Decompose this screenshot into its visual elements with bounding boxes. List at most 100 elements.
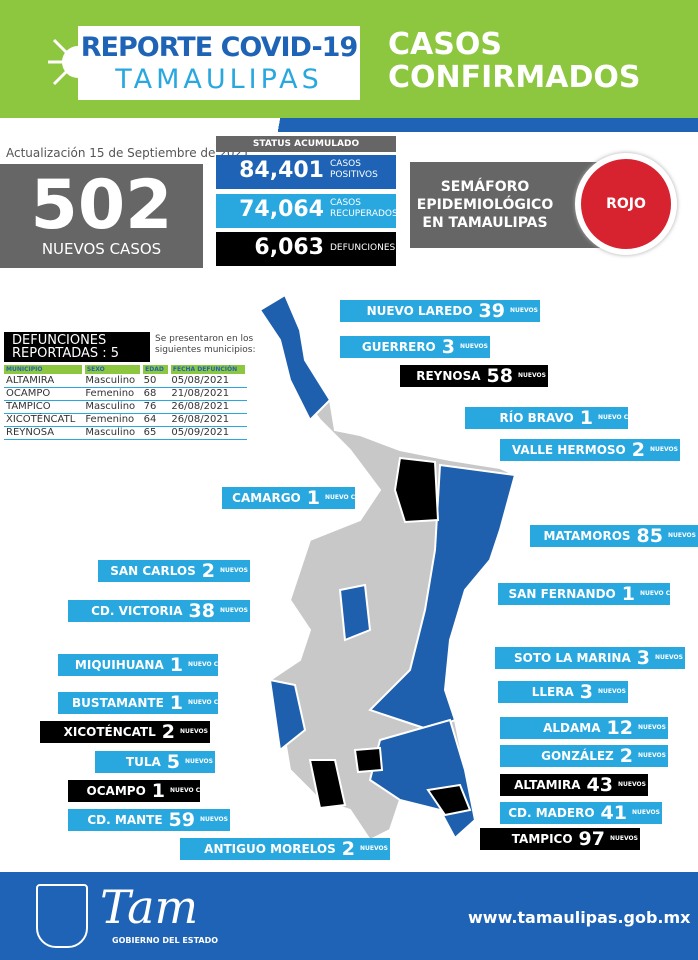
municipality-label: SAN CARLOS 2 NUEVOS CASOS — [98, 560, 273, 582]
map-region-xicotencatl — [353, 746, 384, 774]
table-cell: 26/08/2021 — [169, 413, 247, 427]
municipality-label: MATAMOROS 85 NUEVOS CASOS — [530, 525, 698, 547]
municipality-unit: NUEVO CASO — [188, 699, 233, 706]
municipality-label: XICOTÉNCATL 2 NUEVOS CASOS — [40, 721, 233, 743]
status-value: 84,401 — [239, 158, 324, 183]
municipality-label: GUERRERO 3 NUEVOS CASOS — [340, 336, 513, 358]
municipality-name: MIQUIHUANA — [74, 658, 164, 672]
table-cell: 64 — [141, 413, 170, 427]
municipality-unit: NUEVOS CASOS — [220, 567, 273, 574]
municipality-name: ANTIGUO MORELOS — [204, 842, 336, 856]
municipality-name: ALTAMIRA — [514, 778, 581, 792]
municipality-label: TULA 5 NUEVOS CASOS — [95, 751, 238, 773]
municipality-label: SAN FERNANDO 1 NUEVO CASO — [498, 583, 684, 605]
title-line-1: REPORTE COVID-19 — [80, 32, 359, 63]
map-region-reynosa — [393, 456, 440, 524]
municipality-unit: NUEVO CASO — [170, 787, 215, 794]
municipality-count: 2 — [631, 439, 645, 461]
municipality-unit: NUEVOS CASOS — [510, 307, 563, 314]
section-title: CASOS CONFIRMADOS — [388, 28, 640, 94]
website-link[interactable]: www.tamaulipas.gob.mx — [468, 908, 691, 927]
status-item: 6,063 DEFUNCIONES — [216, 232, 396, 266]
municipality-name: CD. VICTORIA — [91, 604, 183, 618]
table-cell: XICOTÉNCATL — [4, 413, 84, 427]
municipality-count: 85 — [636, 525, 663, 547]
municipality-unit: NUEVOS CASOS — [632, 809, 685, 816]
section-title-1: CASOS — [388, 27, 502, 62]
tamaulipas-map — [258, 293, 517, 842]
table-row: OCAMPO Femenino 68 21/08/2021 — [4, 387, 247, 401]
municipality-name: SAN CARLOS — [110, 564, 196, 578]
title-box: REPORTE COVID-19 TAMAULIPAS — [78, 26, 360, 100]
deaths-note-1: Se presentaron en los — [155, 334, 254, 344]
municipality-label: LLERA 3 NUEVOS CASOS — [498, 681, 651, 703]
table-row: ALTAMIRA Masculino 50 05/08/2021 — [4, 374, 247, 388]
municipality-unit: NUEVO CASO — [325, 494, 370, 501]
municipality-count: 1 — [169, 692, 183, 714]
status-header: STATUS ACUMULADO — [216, 136, 396, 152]
municipality-unit: NUEVO CASO — [188, 661, 233, 668]
municipality-label: BUSTAMANTE 1 NUEVO CASO — [58, 692, 233, 714]
update-date: Actualización 15 de Septiembre de 2021 — [6, 146, 250, 160]
column-header: SEXO — [83, 365, 144, 374]
municipality-label: NUEVO LAREDO 39 NUEVOS CASOS — [340, 300, 563, 322]
municipality-name: GUERRERO — [361, 340, 436, 354]
municipality-label: CAMARGO 1 NUEVO CASO — [222, 487, 370, 509]
municipality-label: MIQUIHUANA 1 NUEVO CASO — [58, 654, 233, 676]
table-cell: ALTAMIRA — [4, 374, 84, 388]
municipality-count: 1 — [151, 780, 165, 802]
municipality-unit: NUEVOS CASOS — [185, 758, 238, 765]
municipality-label: ANTIGUO MORELOS 2 NUEVOS CASOS — [180, 838, 413, 860]
status-value: 74,064 — [239, 197, 324, 222]
deaths-title-2: REPORTADAS : 5 — [12, 346, 120, 361]
municipality-count: 39 — [478, 300, 505, 322]
municipality-count: 12 — [606, 717, 633, 739]
municipality-name: CD. MADERO — [508, 806, 595, 820]
municipality-name: TAMPICO — [511, 832, 573, 846]
status-label-1: CASOS — [330, 198, 361, 208]
table-row: TAMPICO Masculino 76 26/08/2021 — [4, 400, 247, 414]
deaths-title-1: DEFUNCIONES — [12, 333, 107, 348]
municipality-name: LLERA — [531, 685, 574, 699]
semaforo-line: EN TAMAULIPAS — [422, 215, 548, 231]
municipality-count: 58 — [486, 365, 513, 387]
semaforo-box: SEMÁFORO EPIDEMIOLÓGICO EN TAMAULIPAS — [410, 162, 600, 248]
municipality-unit: NUEVOS CASOS — [610, 835, 663, 842]
municipality-name: BUSTAMANTE — [72, 696, 164, 710]
table-cell: 21/08/2021 — [169, 387, 247, 401]
new-cases-label: NUEVOS CASOS — [41, 240, 162, 258]
municipality-label: ALTAMIRA 43 NUEVOS CASOS — [500, 774, 671, 796]
municipality-count: 1 — [621, 583, 635, 605]
municipality-count: 1 — [169, 654, 183, 676]
table-cell: 05/09/2021 — [169, 426, 247, 440]
column-header: MUNICIPIO — [4, 365, 85, 374]
municipality-name: RÍO BRAVO — [499, 411, 574, 425]
table-cell: 05/08/2021 — [169, 374, 247, 388]
municipality-unit: NUEVO CASO — [598, 414, 643, 421]
semaforo-line: SEMÁFORO — [440, 179, 530, 195]
municipality-unit: NUEVOS CASOS — [638, 752, 691, 759]
municipality-label: CD. MANTE 59 NUEVOS CASOS — [68, 809, 253, 831]
municipality-count: 41 — [600, 802, 627, 824]
map-region-west — [268, 678, 307, 752]
table-cell: Femenino — [83, 413, 142, 427]
table-row: REYNOSA Masculino 65 05/09/2021 — [4, 426, 247, 440]
table-cell: 76 — [141, 400, 170, 414]
municipality-count: 1 — [306, 487, 320, 509]
map-region-border — [258, 293, 332, 422]
status-value: 6,063 — [254, 235, 324, 260]
status-label: DEFUNCIONES — [330, 243, 395, 254]
map-region-east — [368, 463, 517, 732]
municipality-name: CAMARGO — [232, 491, 301, 505]
table-cell: REYNOSA — [4, 426, 84, 440]
title-line-2: TAMAULIPAS — [115, 64, 323, 95]
municipality-name: XICOTÉNCATL — [63, 725, 156, 739]
map-region-ocampo — [308, 759, 347, 810]
municipality-unit: NUEVOS CASOS — [518, 372, 571, 379]
status-label-2: POSITIVOS — [330, 170, 378, 180]
municipality-count: 59 — [168, 809, 195, 831]
municipality-count: 43 — [586, 774, 613, 796]
municipality-count: 1 — [579, 407, 593, 429]
municipality-label: ALDAMA 12 NUEVOS CASOS — [500, 717, 691, 739]
municipality-name: ALDAMA — [543, 721, 601, 735]
